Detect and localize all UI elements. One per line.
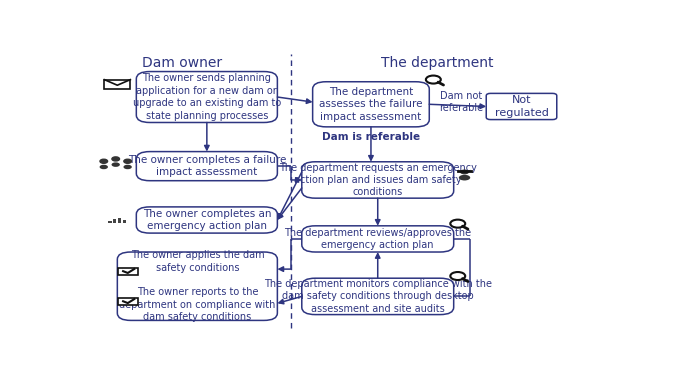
Text: The owner applies the dam
safety conditions

The owner reports to the
department: The owner applies the dam safety conditi… — [119, 250, 276, 322]
Text: Dam is referable: Dam is referable — [322, 132, 420, 142]
Ellipse shape — [99, 165, 108, 169]
Circle shape — [124, 159, 132, 163]
Ellipse shape — [458, 175, 470, 180]
Text: Not
regulated: Not regulated — [495, 95, 548, 118]
Text: The department reviews/approves the
emergency action plan: The department reviews/approves the emer… — [284, 228, 471, 250]
Text: Dam owner: Dam owner — [142, 56, 223, 70]
Text: The owner sends planning
application for a new dam or
upgrade to an existing dam: The owner sends planning application for… — [133, 73, 281, 121]
FancyBboxPatch shape — [113, 219, 116, 223]
Text: The department: The department — [382, 56, 493, 70]
Text: The department monitors compliance with the
dam safety conditions through deskto: The department monitors compliance with … — [264, 279, 491, 314]
FancyBboxPatch shape — [122, 220, 126, 223]
Text: The department requests an emergency
action plan and issues dam safety
condition: The department requests an emergency act… — [279, 163, 477, 197]
FancyBboxPatch shape — [118, 218, 121, 223]
FancyBboxPatch shape — [118, 252, 277, 321]
FancyBboxPatch shape — [486, 93, 556, 119]
FancyBboxPatch shape — [136, 207, 277, 233]
Ellipse shape — [123, 165, 132, 169]
Circle shape — [112, 157, 120, 161]
FancyBboxPatch shape — [118, 268, 139, 275]
FancyBboxPatch shape — [136, 152, 277, 181]
Ellipse shape — [111, 163, 120, 167]
Text: The owner completes an
emergency action plan: The owner completes an emergency action … — [143, 209, 271, 231]
FancyBboxPatch shape — [118, 297, 139, 305]
FancyBboxPatch shape — [302, 278, 454, 314]
FancyBboxPatch shape — [302, 226, 454, 252]
Circle shape — [100, 159, 108, 163]
FancyBboxPatch shape — [108, 221, 111, 223]
FancyBboxPatch shape — [136, 71, 277, 122]
FancyBboxPatch shape — [302, 162, 454, 198]
Text: The department
assesses the failure
impact assessment: The department assesses the failure impa… — [319, 87, 423, 122]
Text: Dam not
referable: Dam not referable — [439, 91, 483, 113]
FancyBboxPatch shape — [104, 80, 130, 89]
Circle shape — [460, 169, 469, 174]
Text: The owner completes a failure
impact assessment: The owner completes a failure impact ass… — [127, 155, 286, 177]
FancyBboxPatch shape — [313, 82, 429, 127]
